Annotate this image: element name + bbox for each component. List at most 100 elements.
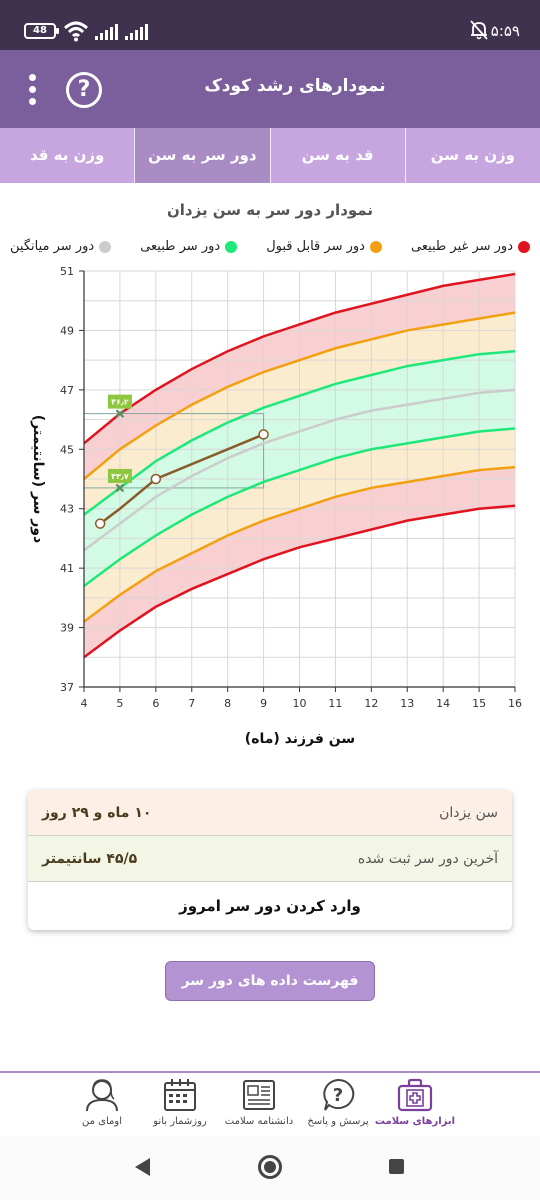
- question-bubble-icon: ?: [323, 1078, 355, 1111]
- child-point: [258, 429, 269, 440]
- y-tick-label: 51: [60, 265, 74, 278]
- y-tick-label: 45: [60, 443, 74, 456]
- nav-profile-label: اومای من: [82, 1116, 122, 1127]
- legend-dot-abnormal: [518, 240, 530, 253]
- x-tick-label: 11: [328, 697, 342, 710]
- y-tick-label: 39: [60, 622, 74, 635]
- marker-label-0: ۴۶٫۲: [111, 398, 129, 407]
- series-line-2: [83, 349, 516, 516]
- x-tick-label: 5: [116, 697, 123, 710]
- x-tick-label: 13: [400, 697, 414, 710]
- y-axis-label: دور سر (سانتیمتر): [30, 415, 46, 544]
- nav-calendar[interactable]: روزشمار بانو: [130, 1077, 230, 1127]
- legend-acceptable: دور سر قابل قبول: [266, 239, 382, 254]
- legend-dot-normal: [225, 240, 238, 253]
- profile-icon: [86, 1079, 118, 1112]
- x-tick-label: 14: [436, 697, 450, 710]
- legend-dot-acceptable: [369, 240, 382, 253]
- signal-icon: [95, 24, 118, 40]
- series-line-3: [83, 388, 516, 552]
- bell-off-icon: [470, 20, 488, 40]
- health-tools-icon: [397, 1078, 433, 1112]
- series-line-0: [83, 272, 516, 445]
- x-tick-label: 12: [364, 697, 378, 710]
- page-title: نمودارهای رشد کودک: [204, 76, 386, 96]
- system-nav-bar: [0, 1136, 540, 1200]
- legend-label-average: دور سر میانگین: [10, 239, 95, 254]
- calendar-icon: [164, 1079, 196, 1111]
- nav-calendar-label: روزشمار بانو: [153, 1116, 207, 1127]
- legend-abnormal: دور سر غیر طبیعی: [411, 239, 530, 254]
- back-icon[interactable]: [135, 1158, 150, 1176]
- series-line-6: [83, 504, 516, 659]
- battery-icon: 48: [24, 23, 59, 39]
- legend-normal: دور سر طبیعی: [140, 239, 238, 254]
- wifi-icon: [64, 21, 88, 42]
- tab-head-circumference-for-age[interactable]: دور سر به سن: [134, 128, 270, 183]
- series-line-4: [83, 427, 516, 587]
- marker-label-1: ۴۳٫۷: [111, 472, 129, 481]
- series-line-1: [83, 311, 516, 480]
- x-tick-label: 9: [260, 697, 267, 710]
- last-measurement-label: آخرین دور سر ثبت شده: [357, 850, 498, 867]
- legend-dot-average: [99, 240, 112, 253]
- y-tick-label: 41: [60, 562, 74, 575]
- age-row: سن یزدان ۱۰ ماه و ۲۹ روز: [28, 790, 512, 836]
- tab-weight-for-age[interactable]: وزن به سن: [404, 128, 540, 183]
- tab-weight-for-height[interactable]: وزن به قد: [29, 146, 105, 164]
- y-tick-label: 49: [60, 324, 74, 337]
- x-tick-label: 4: [81, 697, 88, 710]
- nav-questions[interactable]: ? پرسش و پاسخ: [288, 1077, 388, 1127]
- home-icon[interactable]: [258, 1155, 282, 1179]
- last-measurement-row: آخرین دور سر ثبت شده ۴۵/۵ سانتیمتر: [28, 836, 512, 882]
- x-axis-label: سن فرزند (ماه): [245, 731, 355, 747]
- nav-encyclopedia[interactable]: دانشنامه سلامت: [209, 1077, 309, 1127]
- child-point: [150, 473, 162, 485]
- svg-text:?: ?: [333, 1085, 343, 1106]
- child-point: [94, 518, 106, 529]
- status-bar: 48 ۵:۵۹: [0, 0, 540, 50]
- marker-cross-1: [115, 483, 125, 493]
- y-tick-label: 37: [60, 681, 74, 694]
- age-label: سن یزدان: [439, 804, 498, 821]
- clock: ۵:۵۹: [490, 22, 520, 40]
- encyclopedia-icon: [243, 1080, 275, 1110]
- nav-encyclopedia-label: دانشنامه سلامت: [224, 1116, 294, 1127]
- x-tick-label: 7: [188, 697, 195, 710]
- legend-label-acceptable: دور سر قابل قبول: [266, 239, 365, 254]
- nav-questions-label: پرسش و پاسخ: [307, 1116, 369, 1127]
- help-button[interactable]: ?: [66, 72, 102, 108]
- x-tick-label: 10: [293, 697, 307, 710]
- signal-icon: [125, 24, 148, 40]
- chart-title: نمودار دور سر به سن یزدان: [166, 201, 373, 219]
- marker-flag-1: [107, 468, 132, 483]
- y-tick-label: 47: [60, 384, 74, 397]
- nav-health-tools[interactable]: ابزارهای سلامت: [365, 1077, 465, 1127]
- last-measurement-value: ۴۵/۵ سانتیمتر: [42, 850, 138, 867]
- recent-apps-icon[interactable]: [389, 1159, 404, 1174]
- series-line-5: [83, 465, 516, 623]
- legend-average: دور سر میانگین: [10, 239, 112, 254]
- x-tick-label: 16: [508, 697, 522, 710]
- tab-height-for-age[interactable]: قد به سن: [269, 128, 405, 183]
- age-value: ۱۰ ماه و ۲۹ روز: [42, 804, 152, 821]
- marker-cross-0: [115, 409, 125, 418]
- x-tick-label: 8: [224, 697, 231, 710]
- x-tick-label: 6: [152, 697, 159, 710]
- y-tick-label: 43: [60, 503, 74, 516]
- data-list-button[interactable]: فهرست داده های دور سر یزدان: [165, 961, 375, 1027]
- nav-health-tools-label: ابزارهای سلامت: [374, 1116, 456, 1127]
- info-card: سن یزدان ۱۰ ماه و ۲۹ روز آخرین دور سر ثب…: [28, 790, 512, 930]
- bottom-nav: ابزارهای سلامت ? پرسش و پاسخ دانشنامه سل…: [0, 1071, 540, 1136]
- marker-flag-0: [107, 394, 132, 409]
- legend-label-normal: دور سر طبیعی: [140, 239, 221, 254]
- nav-profile[interactable]: اومای من: [52, 1077, 152, 1127]
- app-bar: ? نمودارهای رشد کودک: [0, 50, 540, 128]
- legend-label-abnormal: دور سر غیر طبیعی: [410, 239, 513, 254]
- chart-legend: دور سر غیر طبیعی دور سر قابل قبول دور سر…: [10, 239, 530, 254]
- x-tick-label: 15: [472, 697, 486, 710]
- child-line: [99, 433, 265, 525]
- enter-today-button[interactable]: وارد کردن دور سر امروز: [179, 897, 361, 915]
- more-menu-icon[interactable]: [22, 74, 42, 108]
